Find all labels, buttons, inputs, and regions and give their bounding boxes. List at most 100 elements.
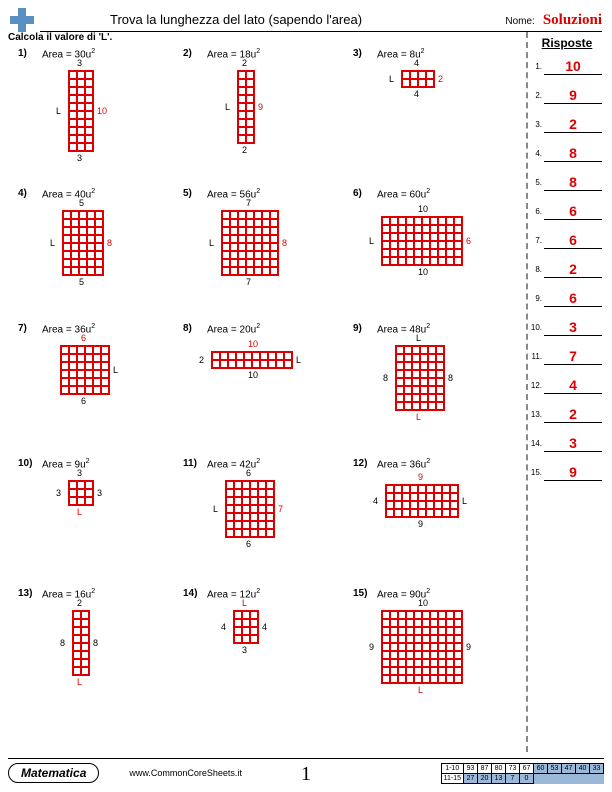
bottom-label: 6 xyxy=(81,396,86,406)
answer-value: 6 xyxy=(544,232,602,249)
area-label: Area = 56u2 xyxy=(207,188,260,200)
grid-wrap: 10L99 xyxy=(381,610,463,684)
problem-number: 14) xyxy=(183,588,197,599)
bottom-label: 3 xyxy=(77,153,82,163)
grid xyxy=(60,345,110,395)
right-label: 10 xyxy=(97,106,107,116)
bottom-label: L xyxy=(77,507,82,517)
problem-number: 15) xyxy=(353,588,367,599)
answer-number: 9. xyxy=(530,294,542,303)
area-label: Area = 36u2 xyxy=(42,323,95,335)
answer-value: 7 xyxy=(544,348,602,365)
answer-number: 5. xyxy=(530,178,542,187)
answer-number: 1. xyxy=(530,62,542,71)
top-label: 6 xyxy=(246,468,251,478)
problem-number: 3) xyxy=(353,48,362,59)
problems-area: 1)Area = 30u233L102)Area = 18u222L93)Are… xyxy=(8,48,518,748)
answer-line: 11.7 xyxy=(530,348,602,365)
top-label: 3 xyxy=(77,58,82,68)
bottom-label: 6 xyxy=(246,539,251,549)
answer-line: 1.10 xyxy=(530,58,602,75)
bottom-label: 3 xyxy=(242,645,247,655)
top-label: 5 xyxy=(79,198,84,208)
grid xyxy=(395,345,445,411)
right-label: 2 xyxy=(438,74,443,84)
bottom-label: L xyxy=(418,685,423,695)
answer-number: 2. xyxy=(530,91,542,100)
left-label: L xyxy=(213,504,218,514)
grid-wrap: 994L xyxy=(385,484,459,518)
answers-header: Risposte xyxy=(528,36,606,50)
grid xyxy=(225,480,275,538)
grid xyxy=(385,484,459,518)
answer-value: 9 xyxy=(544,87,602,104)
area-label: Area = 48u2 xyxy=(377,323,430,335)
answer-line: 10.3 xyxy=(530,319,602,336)
right-label: 8 xyxy=(282,238,287,248)
answer-number: 13. xyxy=(530,410,542,419)
answer-line: 15.9 xyxy=(530,464,602,481)
right-label: L xyxy=(296,355,301,365)
grid-wrap: 10102L xyxy=(211,351,293,369)
left-label: 2 xyxy=(199,355,204,365)
grid-wrap: 1010L6 xyxy=(381,216,463,266)
answer-line: 4.8 xyxy=(530,145,602,162)
right-label: 9 xyxy=(466,642,471,652)
answer-number: 11. xyxy=(530,352,542,361)
problem-number: 11) xyxy=(183,458,197,469)
grid-wrap: LL88 xyxy=(395,345,445,411)
answer-number: 15. xyxy=(530,468,542,477)
answer-number: 4. xyxy=(530,149,542,158)
area-label: Area = 36u2 xyxy=(377,458,430,470)
area-label: Area = 9u2 xyxy=(42,458,90,470)
subject-box: Matematica xyxy=(8,763,99,783)
bottom-label: 2 xyxy=(242,145,247,155)
answer-line: 8.2 xyxy=(530,261,602,278)
right-label: 7 xyxy=(278,504,283,514)
top-label: 3 xyxy=(77,468,82,478)
page-number: 1 xyxy=(301,763,311,786)
bottom-label: L xyxy=(77,677,82,687)
grid xyxy=(233,610,259,644)
left-label: L xyxy=(209,238,214,248)
answer-value: 2 xyxy=(544,116,602,133)
top-label: 10 xyxy=(418,204,428,214)
grid-wrap: 66L xyxy=(60,345,110,395)
website-text: www.CommonCoreSheets.it xyxy=(129,768,242,778)
answer-number: 7. xyxy=(530,236,542,245)
instruction-text: Calcola il valore di 'L'. xyxy=(8,32,112,43)
left-label: 8 xyxy=(383,373,388,383)
left-label: L xyxy=(389,74,394,84)
problem-number: 13) xyxy=(18,588,32,599)
answer-number: 12. xyxy=(530,381,542,390)
grid xyxy=(401,70,435,88)
left-label: L xyxy=(56,106,61,116)
answer-value: 3 xyxy=(544,319,602,336)
answer-value: 10 xyxy=(544,58,602,75)
left-label: L xyxy=(50,238,55,248)
grid xyxy=(62,210,104,276)
answer-line: 13.2 xyxy=(530,406,602,423)
grid-wrap: 3L33 xyxy=(68,480,94,506)
answer-number: 14. xyxy=(530,439,542,448)
right-label: 8 xyxy=(448,373,453,383)
bottom-label: 7 xyxy=(246,277,251,287)
top-label: L xyxy=(242,598,247,608)
answer-line: 14.3 xyxy=(530,435,602,452)
problem-number: 4) xyxy=(18,188,27,199)
answer-value: 9 xyxy=(544,464,602,481)
top-label: 10 xyxy=(418,598,428,608)
grid xyxy=(237,70,255,144)
grid xyxy=(72,610,90,676)
problem-number: 9) xyxy=(353,323,362,334)
answer-number: 8. xyxy=(530,265,542,274)
grid-wrap: 33L10 xyxy=(68,70,94,152)
left-label: 3 xyxy=(56,488,61,498)
answer-number: 3. xyxy=(530,120,542,129)
bottom-label: 10 xyxy=(248,370,258,380)
right-label: L xyxy=(462,496,467,506)
bottom-label: 5 xyxy=(79,277,84,287)
answers-column: Risposte 1.102.93.24.85.86.67.68.29.610.… xyxy=(526,32,606,752)
grid-wrap: 55L8 xyxy=(62,210,104,276)
answer-line: 9.6 xyxy=(530,290,602,307)
